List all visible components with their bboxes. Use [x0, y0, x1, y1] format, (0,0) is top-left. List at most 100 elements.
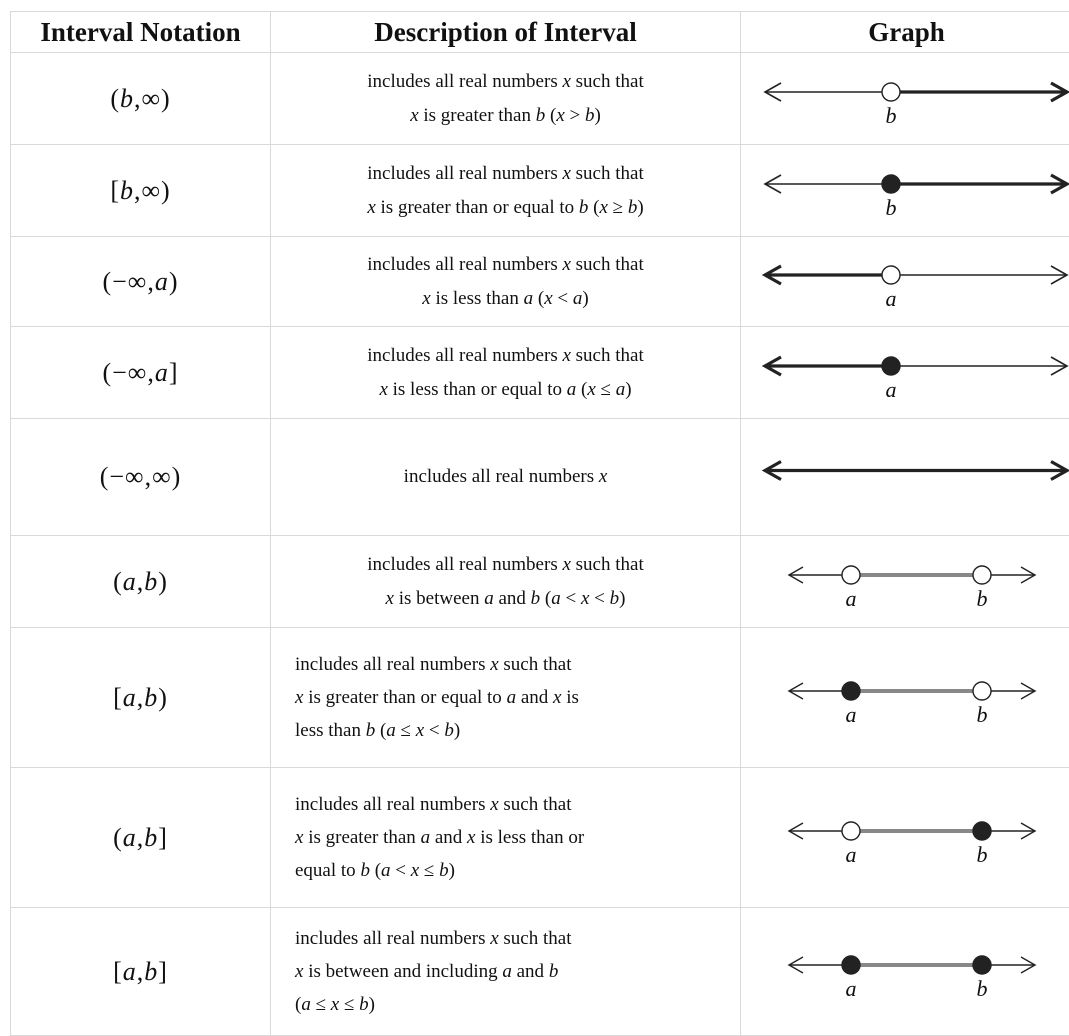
endpoint-label: a	[846, 976, 857, 1001]
number-line-graph: b	[763, 173, 1069, 220]
description-line: (a ≤ x ≤ b)	[295, 994, 375, 1016]
description-line: x is greater than a and x is less than o…	[295, 826, 585, 848]
closed-endpoint-dot	[841, 680, 861, 701]
endpoint-label: a	[846, 842, 857, 867]
interval-notation: [a,b]	[113, 956, 168, 986]
interval-notation-table: Interval Notation Description of Interva…	[10, 11, 1069, 1036]
endpoint-label: b	[977, 976, 988, 1001]
description-line: includes all real numbers x such that	[367, 554, 644, 576]
description-line: includes all real numbers x such that	[295, 793, 572, 815]
description-line: equal to b (a < x ≤ b)	[295, 860, 455, 882]
arrow-right-icon	[1020, 565, 1037, 584]
description-line: less than b (a ≤ x < b)	[295, 720, 461, 742]
description-line: includes all real numbers x such that	[367, 163, 644, 185]
description-line: includes all real numbers x such that	[367, 71, 644, 93]
description-line: x is greater than b (x > b)	[410, 104, 601, 126]
arrow-left-icon	[763, 81, 782, 102]
interval-description-cell: includes all real numbers x such that x i…	[270, 767, 741, 908]
description-line: x is between a and b (a < x < b)	[385, 587, 626, 609]
description-line: includes all real numbers x such that	[295, 927, 572, 949]
arrow-right-icon	[1020, 821, 1037, 840]
interval-description-cell: includes all real numbers x	[270, 418, 741, 536]
arrow-right-icon	[1050, 173, 1069, 194]
interval-graph-cell: b	[740, 52, 1069, 145]
open-endpoint-circle	[972, 564, 992, 585]
arrow-left-icon	[761, 459, 782, 481]
table-row: (−∞,a] includes all real numbers x such t…	[10, 326, 1069, 419]
interval-notation-cell: [b,∞)	[10, 144, 271, 237]
endpoint-label: b	[977, 702, 988, 727]
open-endpoint-circle	[841, 564, 861, 585]
description-line: x is less than or equal to a (x ≤ a)	[379, 378, 632, 400]
arrow-left-icon	[787, 565, 804, 584]
closed-endpoint-dot	[881, 173, 901, 194]
interval-description-cell: includes all real numbers x such that x i…	[270, 52, 741, 145]
arrow-left-icon	[761, 355, 782, 376]
interval-description-cell: includes all real numbers x such that x i…	[270, 627, 741, 768]
interval-notation: (a,b)	[113, 566, 168, 596]
interval-notation: [a,b)	[113, 682, 168, 712]
interval-graph-cell	[740, 418, 1069, 536]
interval-notation-cell: [a,b]	[10, 907, 271, 1036]
interval-description-cell: includes all real numbers x such that x i…	[270, 144, 741, 237]
header-row: Interval Notation Description of Interva…	[10, 11, 1069, 53]
interval-notation: (−∞,a)	[102, 266, 179, 296]
table-row: [a,b] includes all real numbers x such th…	[10, 907, 1069, 1036]
arrow-right-icon	[1050, 459, 1069, 481]
arrow-right-icon	[1020, 955, 1037, 974]
interval-notation-cell: (−∞,a]	[10, 326, 271, 419]
endpoint-label: b	[886, 103, 897, 128]
open-endpoint-circle	[972, 680, 992, 701]
header-graph: Graph	[740, 11, 1069, 53]
description-line: includes all real numbers x such that	[367, 254, 644, 276]
arrow-left-icon	[787, 955, 804, 974]
interval-description-cell: includes all real numbers x such that x i…	[270, 907, 741, 1036]
open-endpoint-circle	[881, 264, 901, 285]
number-line-graph: a	[761, 355, 1069, 402]
description-line: x is greater than or equal to b (x ≥ b)	[367, 196, 644, 218]
interval-description-cell: includes all real numbers x such that x i…	[270, 326, 741, 419]
header-description: Description of Interval	[270, 11, 741, 53]
endpoint-label: b	[886, 195, 897, 220]
arrow-left-icon	[763, 173, 782, 194]
interval-notation-cell: (a,b]	[10, 767, 271, 908]
interval-notation: (−∞,∞)	[99, 462, 182, 491]
open-endpoint-circle	[881, 81, 901, 102]
description-line: x is between and including a and b	[295, 960, 559, 982]
interval-notation: [b,∞)	[110, 175, 171, 205]
table-row: (b,∞) includes all real numbers x such th…	[10, 52, 1069, 145]
table-row: (−∞,a) includes all real numbers x such t…	[10, 236, 1069, 327]
interval-notation-cell: (−∞,∞)	[10, 418, 271, 536]
interval-notation-cell: [a,b)	[10, 627, 271, 768]
closed-endpoint-dot	[881, 355, 901, 376]
interval-notation-cell: (b,∞)	[10, 52, 271, 145]
arrow-left-icon	[787, 821, 804, 840]
description-line: includes all real numbers x such that	[295, 653, 572, 675]
table-row: (a,b) includes all real numbers x such th…	[10, 535, 1069, 628]
arrow-left-icon	[787, 681, 804, 700]
endpoint-label: a	[886, 286, 897, 311]
number-line-graph	[761, 459, 1069, 481]
description-line: includes all real numbers x such that	[367, 345, 644, 367]
interval-description-cell: includes all real numbers x such that x i…	[270, 535, 741, 628]
arrow-right-icon	[1020, 681, 1037, 700]
endpoint-label: a	[886, 377, 897, 402]
arrow-right-icon	[1050, 264, 1069, 285]
closed-endpoint-dot	[972, 820, 992, 841]
interval-description-cell: includes all real numbers x such that x i…	[270, 236, 741, 327]
endpoint-label: b	[977, 586, 988, 611]
number-line-graph: b	[763, 81, 1069, 128]
interval-graph-cell: a	[740, 326, 1069, 419]
closed-endpoint-dot	[972, 954, 992, 975]
interval-graph-cell: b	[740, 144, 1069, 237]
interval-notation: (a,b]	[113, 822, 168, 852]
interval-notation-cell: (a,b)	[10, 535, 271, 628]
description-line: x is greater than or equal to a and x is	[295, 686, 579, 708]
header-interval-notation: Interval Notation	[10, 11, 271, 53]
